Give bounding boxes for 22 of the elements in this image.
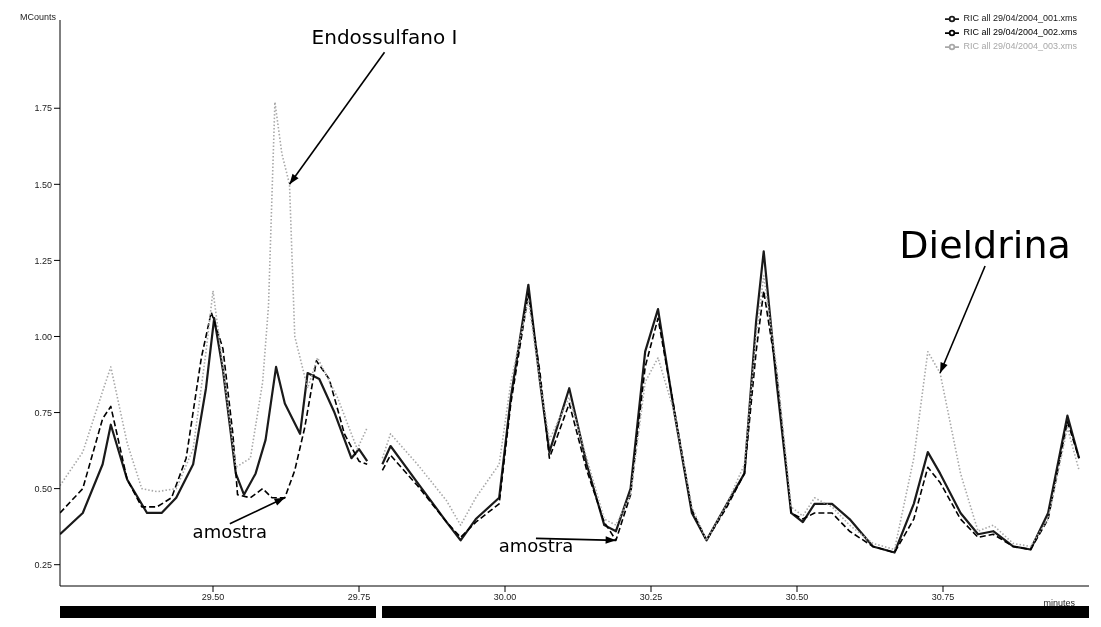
y-tick-label: 0.25 — [34, 559, 52, 570]
annotation: amostra — [192, 520, 268, 542]
legend-label: RIC all 29/04/2004_003.xms — [963, 41, 1077, 52]
x-tick-label: 30.50 — [785, 592, 809, 603]
legend-label: RIC all 29/04/2004_001.xms — [963, 13, 1077, 24]
y-tick-label: 0.75 — [34, 407, 52, 418]
y-tick-label: 1.50 — [34, 179, 52, 190]
x-tick-label: 29.50 — [201, 592, 225, 603]
annotation: Dieldrina — [899, 222, 1071, 267]
annotation: amostra — [498, 535, 574, 557]
y-axis-title: MCounts — [19, 12, 57, 23]
x-axis-title: minutes — [1043, 598, 1076, 609]
y-tick-label: 0.50 — [34, 483, 52, 494]
x-tick-label: 30.00 — [493, 592, 517, 603]
x-tick-label: 30.75 — [931, 592, 955, 603]
x-tick-label: 30.25 — [639, 592, 663, 603]
y-tick-label: 1.00 — [34, 331, 52, 342]
legend-label: RIC all 29/04/2004_002.xms — [963, 27, 1077, 38]
y-tick-label: 1.75 — [34, 103, 52, 114]
y-tick-label: 1.25 — [34, 255, 52, 266]
annotation: Endossulfano I — [311, 25, 458, 50]
x-tick-label: 29.75 — [347, 592, 371, 603]
